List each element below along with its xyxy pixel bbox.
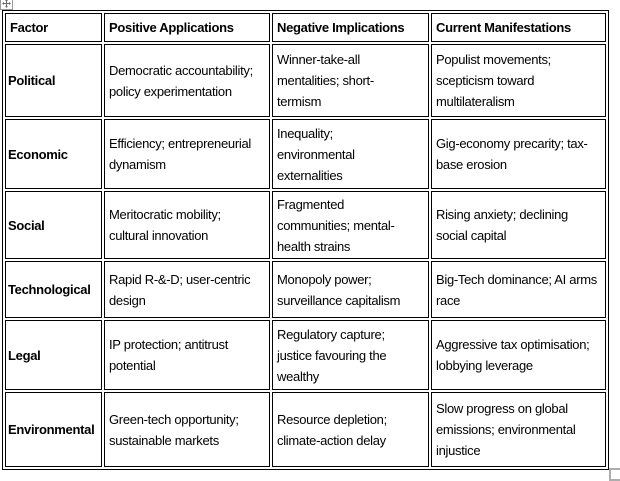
- cell-legal-positive[interactable]: IP protection; antitrust potential: [104, 320, 270, 390]
- cell-legal-current[interactable]: Aggressive tax optimisation; lobbying le…: [431, 320, 606, 390]
- move-arrows-icon: [2, 0, 11, 8]
- table-row-political: Political Democratic accountability; pol…: [5, 44, 606, 117]
- cell-political-positive[interactable]: Democratic accountability; policy experi…: [104, 44, 270, 117]
- cell-environmental-positive[interactable]: Green-tech opportunity; sustainable mark…: [104, 392, 270, 467]
- table-row-social: Social Meritocratic mobility; cultural i…: [5, 191, 606, 259]
- pestle-table: Factor Positive Applications Negative Im…: [2, 10, 609, 470]
- table-header-row: Factor Positive Applications Negative Im…: [5, 13, 606, 42]
- cell-environmental-current[interactable]: Slow progress on global emissions; envir…: [431, 392, 606, 467]
- header-positive-applications[interactable]: Positive Applications: [104, 13, 270, 42]
- cell-environmental-negative[interactable]: Resource depletion; climate-action delay: [272, 392, 429, 467]
- cell-economic-current[interactable]: Gig-economy precarity; tax- base erosion: [431, 119, 606, 189]
- cell-technological-current[interactable]: Big-Tech dominance; AI arms race: [431, 261, 606, 318]
- table-row-economic: Economic Efficiency; entrepreneurial dyn…: [5, 119, 606, 189]
- cell-social-negative[interactable]: Fragmented communities; mental- health s…: [272, 191, 429, 259]
- cell-legal-negative[interactable]: Regulatory capture; justice favouring th…: [272, 320, 429, 390]
- header-current-manifestations[interactable]: Current Manifestations: [431, 13, 606, 42]
- cell-social-positive[interactable]: Meritocratic mobility; cultural innovati…: [104, 191, 270, 259]
- cell-economic-negative[interactable]: Inequality; environmental externalities: [272, 119, 429, 189]
- row-label-technological[interactable]: Technological: [5, 261, 102, 318]
- row-label-political[interactable]: Political: [5, 44, 102, 117]
- cell-technological-positive[interactable]: Rapid R-&-D; user-centric design: [104, 261, 270, 318]
- cell-political-negative[interactable]: Winner-take-all mentalities; short- term…: [272, 44, 429, 117]
- table-row-legal: Legal IP protection; antitrust potential…: [5, 320, 606, 390]
- table-move-handle[interactable]: [0, 0, 13, 10]
- table-row-technological: Technological Rapid R-&-D; user-centric …: [5, 261, 606, 318]
- row-label-environmental[interactable]: Environmental: [5, 392, 102, 467]
- table-row-environmental: Environmental Green-tech opportunity; su…: [5, 392, 606, 467]
- cell-economic-positive[interactable]: Efficiency; entrepreneurial dynamism: [104, 119, 270, 189]
- cell-social-current[interactable]: Rising anxiety; declining social capital: [431, 191, 606, 259]
- row-label-economic[interactable]: Economic: [5, 119, 102, 189]
- header-factor[interactable]: Factor: [5, 13, 102, 42]
- table-resize-handle[interactable]: [609, 468, 620, 481]
- header-negative-implications[interactable]: Negative Implications: [272, 13, 429, 42]
- row-label-social[interactable]: Social: [5, 191, 102, 259]
- cell-political-current[interactable]: Populist movements; scepticism toward mu…: [431, 44, 606, 117]
- row-label-legal[interactable]: Legal: [5, 320, 102, 390]
- cell-technological-negative[interactable]: Monopoly power; surveillance capitalism: [272, 261, 429, 318]
